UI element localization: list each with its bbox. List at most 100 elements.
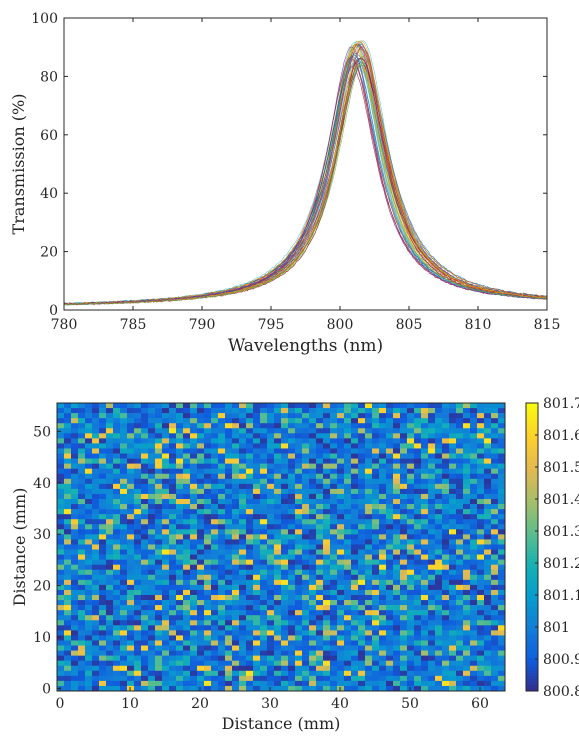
heatmap-cell [491, 574, 499, 581]
heatmap-cell [344, 579, 352, 586]
heatmap-cell [323, 645, 331, 651]
heatmap-cell [463, 418, 471, 424]
heatmap-cell [337, 559, 345, 565]
heatmap-cell [113, 564, 121, 571]
colorbar-segment [526, 514, 538, 518]
heatmap-cell [379, 630, 387, 636]
heatmap-cell [57, 458, 65, 464]
heatmap-cell [288, 630, 296, 636]
heatmap-cell [372, 504, 380, 510]
heatmap-cell [295, 534, 303, 540]
heatmap-cell [99, 443, 107, 449]
heatmap-cell [288, 524, 296, 530]
heatmap-cell [232, 579, 240, 586]
heatmap-cell [211, 665, 219, 672]
heatmap-cell [183, 478, 191, 485]
heatmap-cell [295, 670, 303, 677]
heatmap-cell [393, 670, 401, 677]
heatmap-cell [477, 443, 485, 449]
heatmap-cell [85, 584, 93, 591]
heatmap-cell [477, 584, 485, 591]
heatmap-cell [120, 579, 128, 586]
heatmap-cell [337, 620, 345, 626]
heatmap-cell [344, 600, 352, 606]
heatmap-cell [106, 453, 114, 459]
heatmap-cell [302, 473, 310, 480]
heatmap-cell [71, 620, 79, 626]
heatmap-cell [85, 564, 93, 571]
heatmap-cell [78, 418, 86, 424]
heatmap-cell [260, 579, 268, 586]
heatmap-cell [211, 488, 219, 495]
colorbar-segment [526, 571, 538, 575]
heatmap-cell [477, 549, 485, 555]
heatmap-cell [449, 595, 457, 601]
heatmap-cell [344, 438, 352, 444]
heatmap-cell [288, 483, 296, 490]
heatmap-cell [477, 620, 485, 626]
heatmap-cell [78, 514, 86, 520]
heatmap-cell [148, 504, 156, 510]
heatmap-cell [456, 645, 464, 651]
heatmap-cell [365, 640, 373, 646]
heatmap-cell [218, 504, 226, 510]
heatmap-cell [358, 650, 366, 656]
heatmap-cell [148, 645, 156, 651]
heatmap-cell [484, 529, 492, 535]
heatmap-cell [498, 493, 506, 500]
heatmap-cell [71, 418, 79, 424]
heatmap-cell [211, 685, 219, 692]
heatmap-cell [134, 564, 142, 571]
heatmap-cell [176, 660, 184, 667]
heatmap-cell [127, 438, 135, 444]
heatmap-cell [463, 675, 471, 682]
heatmap-cell [253, 564, 261, 571]
heatmap-cell [267, 493, 275, 500]
heatmap-cell [428, 595, 436, 601]
heatmap-cell [246, 453, 254, 459]
colorbar-segment [526, 406, 538, 410]
heatmap-cell [428, 443, 436, 449]
heatmap-cell [197, 615, 205, 621]
heatmap-cell [57, 463, 65, 469]
heatmap-cell [78, 564, 86, 571]
heatmap-cell [113, 524, 121, 530]
heatmap-cell [78, 670, 86, 677]
heatmap-cell [78, 569, 86, 576]
heatmap-cell [477, 559, 485, 565]
heatmap-cell [302, 579, 310, 586]
heatmap-cell [288, 493, 296, 500]
heatmap-cell [176, 458, 184, 464]
heatmap-cell [456, 473, 464, 480]
heatmap-cell [78, 423, 86, 429]
heatmap-cell [197, 499, 205, 505]
heatmap-cell [127, 534, 135, 540]
heatmap-cell [365, 403, 373, 409]
heatmap-cell [407, 655, 415, 661]
heatmap-cell [253, 483, 261, 490]
heatmap-cell [225, 660, 233, 667]
heatmap-cell [120, 640, 128, 646]
heatmap-cell [57, 478, 65, 485]
heatmap-cell [78, 625, 86, 631]
heatmap-cell [232, 418, 240, 424]
heatmap-cell [344, 488, 352, 495]
heatmap-cell [134, 655, 142, 661]
heatmap-cell [379, 559, 387, 565]
heatmap-cell [218, 499, 226, 505]
heatmap-cell [120, 605, 128, 611]
heatmap-cell [414, 670, 422, 677]
heatmap-cell [295, 625, 303, 631]
heatmap-cell [225, 473, 233, 480]
heatmap-cell [134, 569, 142, 576]
heatmap-cell [344, 423, 352, 429]
heatmap-cell [127, 519, 135, 525]
heatmap-cell [183, 403, 191, 409]
heatmap-cell [477, 655, 485, 661]
heatmap-cell [316, 574, 324, 581]
heatmap-cell [190, 660, 198, 667]
heatmap-cell [85, 413, 93, 419]
heatmap-cell [232, 584, 240, 591]
colorbar-segment [526, 463, 538, 467]
heatmap-cell [463, 615, 471, 621]
